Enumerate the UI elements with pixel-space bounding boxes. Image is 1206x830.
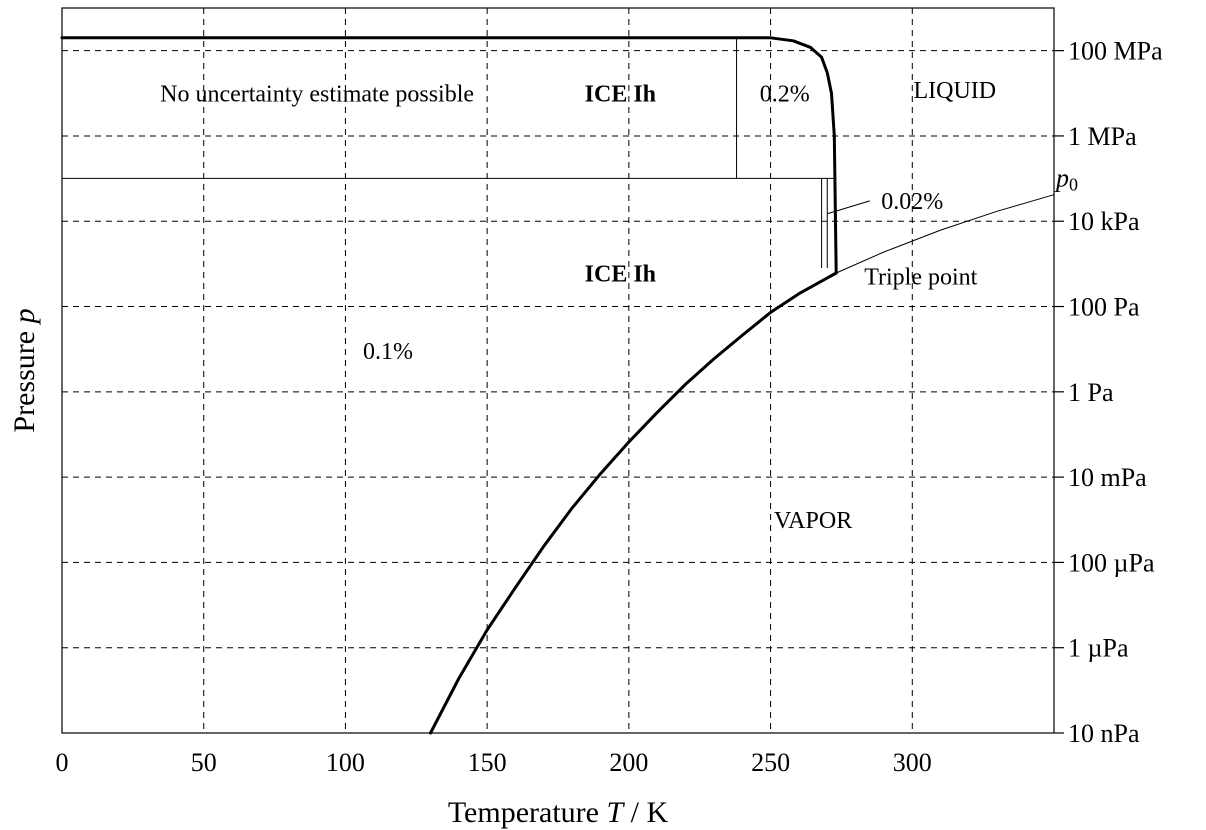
melting-curve (60, 36, 838, 275)
region-label: 0.2% (760, 81, 810, 107)
region-label: 0.02% (881, 189, 943, 215)
x-tick-label: 300 (893, 748, 932, 777)
y-tick-label: 100 MPa (1068, 37, 1163, 66)
y-tick-label: 100 Pa (1068, 293, 1140, 322)
x-tick-label: 50 (191, 748, 217, 777)
region-labels: No uncertainty estimate possible ICE Ih 0.… (160, 78, 996, 534)
region-label: Triple point (864, 265, 977, 291)
y-axis-ticks: 100 MPa 1 MPa 10 kPa 100 Pa 1 Pa 10 mPa 100 µP… (1054, 37, 1163, 748)
x-tick-label: 0 (56, 748, 69, 777)
region-label: 0.1% (363, 339, 413, 365)
region-label: ICE Ih (585, 81, 656, 107)
pointer-line (827, 200, 870, 215)
y-tick-label: 1 MPa (1068, 122, 1137, 151)
grid-lines (62, 8, 1054, 733)
y-tick-label: 1 Pa (1068, 378, 1114, 407)
plot-frame (61, 7, 1055, 734)
y-tick-label: 10 mPa (1068, 463, 1147, 492)
region-label: VAPOR (774, 508, 852, 534)
y-tick-label: 100 µPa (1068, 548, 1155, 577)
y-tick-label: 10 kPa (1068, 207, 1140, 236)
x-tick-label: 100 (326, 748, 365, 777)
region-label: ICE Ih (585, 261, 656, 287)
vaporization-curve (835, 194, 1055, 274)
x-tick-label: 250 (751, 748, 790, 777)
x-tick-label: 200 (609, 748, 648, 777)
region-boundaries (62, 37, 870, 269)
p0-label: p0 (1054, 163, 1078, 194)
x-tick-label: 150 (468, 748, 507, 777)
y-axis-label: Pressure p (8, 308, 41, 432)
x-axis-ticks: 0 50 100 150 200 250 300 (56, 748, 932, 777)
sublimation-curve (429, 271, 838, 735)
phase-curves (60, 36, 1055, 735)
region-label: LIQUID (913, 78, 996, 104)
y-tick-label: 10 nPa (1068, 719, 1140, 748)
y-tick-label: 1 µPa (1068, 634, 1129, 663)
x-axis-label: Temperature T / K (448, 796, 669, 829)
region-label: No uncertainty estimate possible (160, 81, 474, 107)
